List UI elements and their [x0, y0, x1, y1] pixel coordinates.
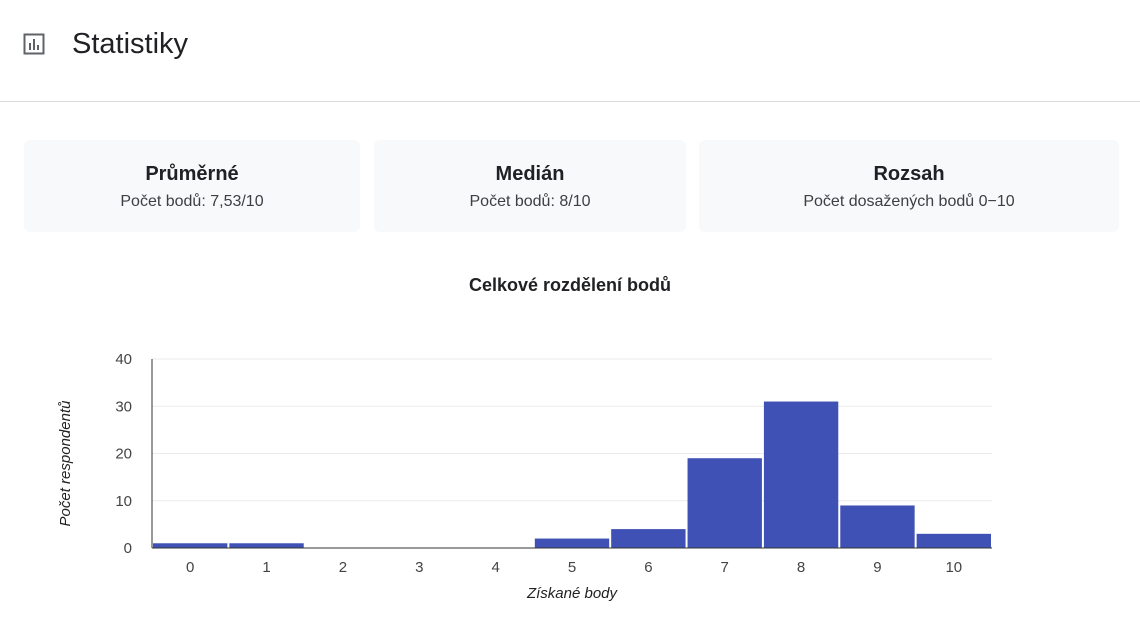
- x-tick-label: 3: [415, 559, 423, 576]
- stat-value: Počet bodů: 7,53/10: [120, 193, 264, 210]
- y-tick-label: 0: [124, 540, 132, 557]
- y-axis-title: Počet respondentů: [57, 400, 74, 527]
- x-tick-label: 6: [644, 559, 652, 576]
- x-tick-labels: 0 1 2 3 4 5 6 7 8 9 10: [186, 559, 962, 576]
- page-header: Statistiky: [0, 0, 1140, 102]
- stat-title: Rozsah: [873, 163, 945, 185]
- bars: [153, 401, 991, 548]
- y-tick-label: 40: [115, 351, 132, 368]
- y-tick-label: 20: [115, 446, 132, 463]
- stat-card-average: Průměrné Počet bodů: 7,53/10: [24, 140, 360, 232]
- bar-7[interactable]: [687, 458, 762, 548]
- page-title: Statistiky: [72, 28, 189, 60]
- score-distribution-chart: 0 10 20 30 40 0 1 2 3 4 5 6 7 8 9 10 Získané body Poče…: [57, 351, 992, 602]
- bar-chart-icon: [23, 33, 45, 55]
- stat-card-range: Rozsah Počet dosažených bodů 0−10: [699, 140, 1119, 232]
- stat-value: Počet bodů: 8/10: [469, 193, 591, 210]
- bar-5[interactable]: [534, 538, 610, 548]
- stat-title: Průměrné: [145, 163, 239, 185]
- bar-0[interactable]: [153, 543, 228, 548]
- y-tick-labels: 0 10 20 30 40: [115, 351, 132, 557]
- bar-8[interactable]: [763, 401, 839, 548]
- bar-10[interactable]: [916, 533, 991, 548]
- gridlines: [152, 358, 992, 502]
- y-tick-label: 10: [115, 493, 132, 510]
- stat-value: Počet dosažených bodů 0−10: [803, 193, 1015, 210]
- x-tick-label: 0: [186, 559, 194, 576]
- stat-title: Medián: [495, 163, 565, 185]
- x-tick-label: 1: [262, 559, 270, 576]
- stat-card-median: Medián Počet bodů: 8/10: [374, 140, 686, 232]
- x-tick-label: 9: [873, 559, 881, 576]
- bar-1[interactable]: [229, 543, 304, 548]
- x-tick-label: 7: [721, 559, 729, 576]
- bar-6[interactable]: [611, 529, 686, 548]
- x-tick-label: 4: [491, 559, 499, 576]
- y-tick-label: 30: [115, 398, 132, 415]
- x-tick-label: 8: [797, 559, 805, 576]
- x-tick-label: 5: [568, 559, 576, 576]
- x-axis-title: Získané body: [526, 585, 619, 602]
- bar-9[interactable]: [840, 505, 915, 548]
- x-tick-label: 10: [945, 559, 962, 576]
- chart-title: Celkové rozdělení bodů: [468, 275, 672, 295]
- x-tick-label: 2: [339, 559, 347, 576]
